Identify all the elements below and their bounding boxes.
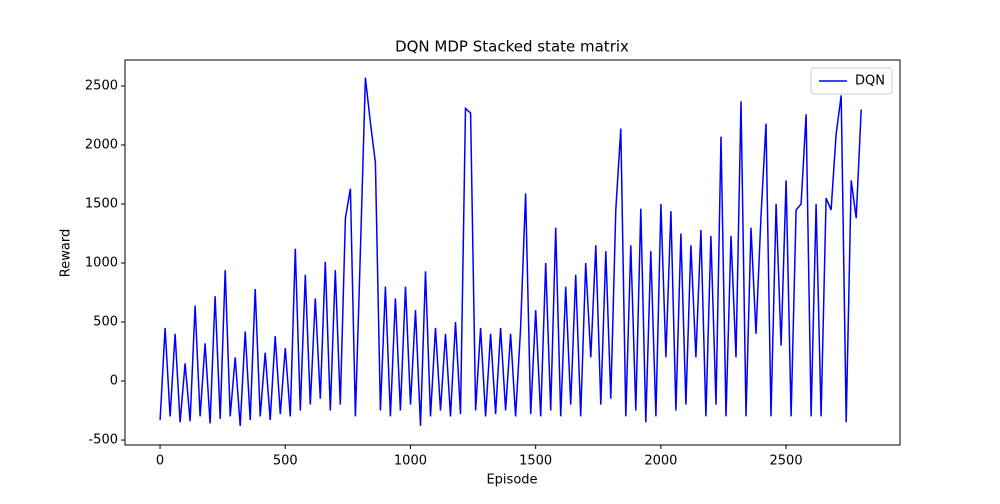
y-axis-label: Reward (59, 229, 74, 277)
y-tick-label: 1500 (85, 196, 118, 211)
x-tick-label: 500 (273, 454, 298, 469)
y-tick-label: -500 (88, 433, 118, 448)
x-tick-label: 1000 (394, 454, 427, 469)
x-tick-label: 0 (156, 454, 164, 469)
x-tick-label: 2000 (644, 454, 677, 469)
x-tick-label: 2500 (770, 454, 803, 469)
y-tick-label: 500 (93, 315, 118, 330)
x-axis-label: Episode (486, 473, 537, 488)
x-tick-label: 1500 (519, 454, 552, 469)
y-tick-label: 0 (110, 374, 118, 389)
y-tick-label: 2000 (85, 137, 118, 152)
y-tick-label: 1000 (85, 256, 118, 271)
legend-label: DQN (855, 74, 885, 89)
plot-frame (124, 59, 901, 446)
data-line (159, 77, 862, 426)
y-tick-label: 2500 (85, 78, 118, 93)
legend-box (810, 67, 893, 95)
chart-title: DQN MDP Stacked state matrix (395, 38, 629, 56)
